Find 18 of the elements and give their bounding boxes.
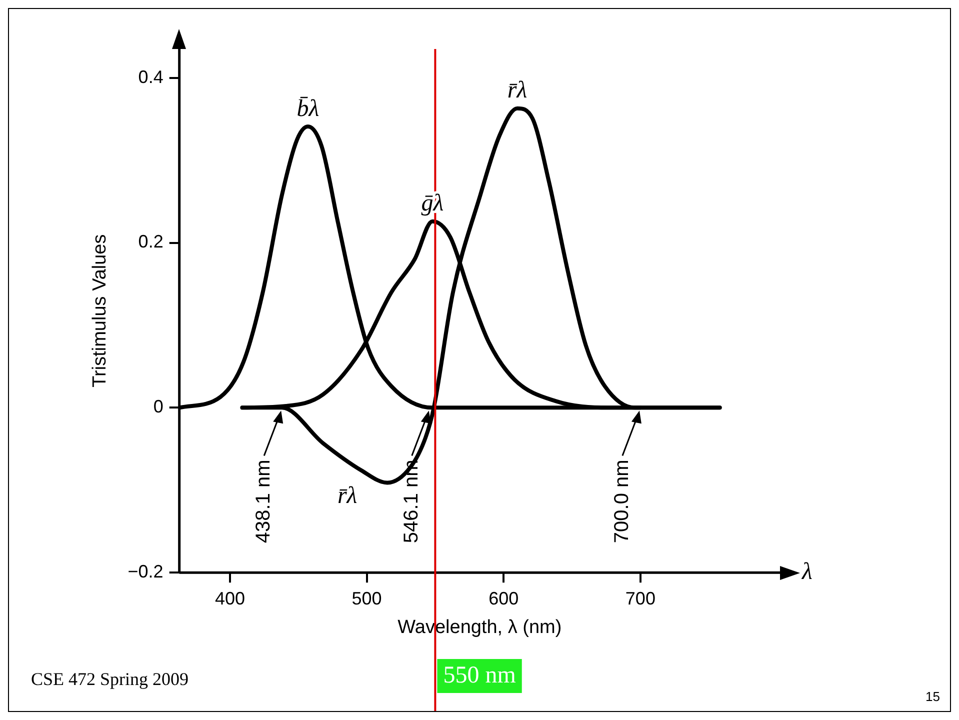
annotation: 700.0 nm bbox=[610, 460, 633, 544]
series-label: r̄λ bbox=[507, 78, 528, 104]
y-axis-title: Tristimulus Values bbox=[90, 234, 111, 388]
annotation: 438.1 nm bbox=[252, 460, 275, 544]
y-tick-label: 0.2 bbox=[138, 232, 164, 252]
x-tick-label: 700 bbox=[625, 588, 656, 608]
text: 15 bbox=[926, 689, 940, 704]
y-tick-label: 0.4 bbox=[138, 66, 164, 87]
y-tick-label: 0 bbox=[153, 396, 164, 417]
x-tick-label: 500 bbox=[352, 588, 382, 608]
x-tick-label: 400 bbox=[214, 588, 245, 608]
y-tick-label: −0.2 bbox=[128, 562, 164, 582]
text: λ bbox=[801, 558, 812, 585]
series-label: b̄λ bbox=[296, 96, 320, 122]
x-tick-label: 600 bbox=[488, 588, 519, 608]
text: CSE 472 Spring 2009 bbox=[31, 669, 189, 690]
ref-line-label: 550 nm bbox=[443, 662, 516, 688]
annotation: r̄λ bbox=[337, 483, 358, 510]
